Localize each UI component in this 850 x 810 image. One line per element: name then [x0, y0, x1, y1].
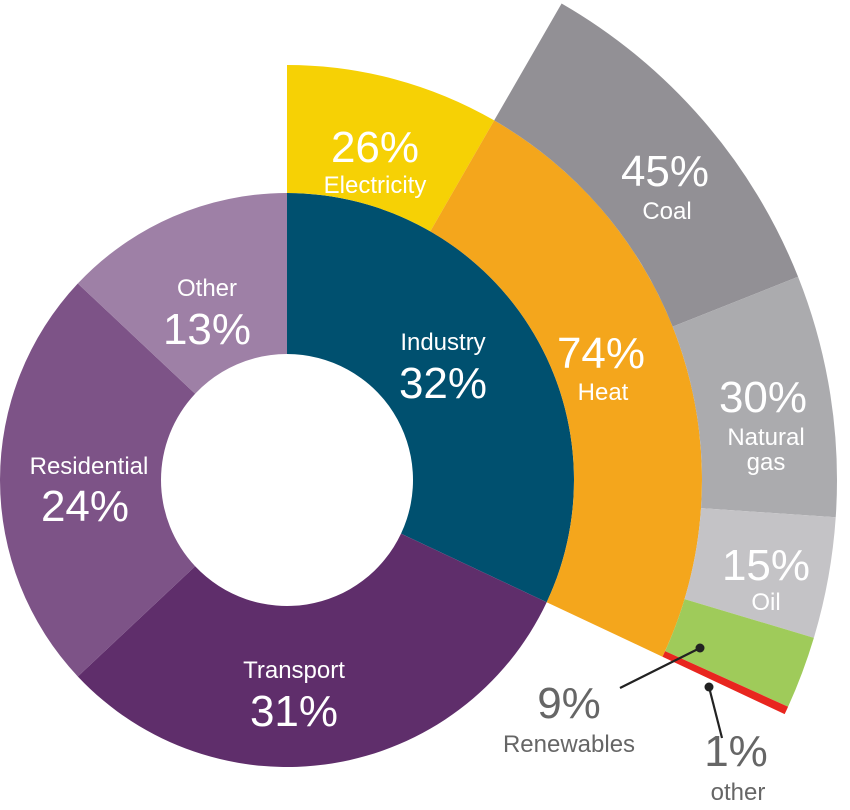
oil-name-label: Oil	[751, 589, 780, 616]
chart-slices	[0, 3, 837, 768]
gas-name-label-line1: Natural	[727, 424, 804, 451]
other-heat-leader-line	[707, 686, 724, 739]
other-heat-leader-dot	[704, 682, 714, 692]
heat-slice	[430, 120, 702, 657]
electricity-value-label: 26%	[331, 123, 419, 172]
renewables-leader-dot	[695, 643, 705, 653]
gas-name-label-line2: gas	[747, 449, 786, 476]
renewables-name-label: Renewables	[503, 731, 635, 758]
gas-value-label: 30%	[719, 373, 807, 422]
residential-name-label: Residential	[30, 453, 149, 480]
transport-name-label: Transport	[243, 657, 345, 684]
other-sector-value-label: 13%	[163, 305, 251, 354]
transport-value-label: 31%	[250, 687, 338, 736]
oil-slice	[684, 508, 836, 638]
other-heat-name-label: other	[711, 779, 766, 806]
chart-labels: Industry 32% Transport 31% Residential 2…	[30, 123, 810, 806]
heat-name-label: Heat	[578, 379, 629, 406]
renewables-slice	[665, 599, 814, 707]
residential-value-label: 24%	[41, 482, 129, 531]
other-sector-name-label: Other	[177, 275, 237, 302]
other-slice	[77, 193, 287, 394]
transport-slice	[77, 533, 547, 768]
industry-name-label: Industry	[400, 329, 485, 356]
heatother-slice	[662, 651, 789, 715]
oil-value-label: 15%	[722, 541, 810, 590]
heat-value-label: 74%	[557, 329, 645, 378]
residential-slice	[0, 283, 196, 677]
leader-lines	[619, 643, 724, 739]
industry-slice	[287, 193, 575, 603]
other-heat-value-label: 1%	[704, 727, 768, 776]
renewables-leader-line	[619, 647, 701, 689]
industry-value-label: 32%	[399, 359, 487, 408]
coal-value-label: 45%	[621, 147, 709, 196]
gas-slice	[672, 276, 837, 518]
electricity-name-label: Electricity	[324, 172, 427, 199]
renewables-value-label: 9%	[537, 679, 601, 728]
coal-slice	[494, 3, 799, 327]
coal-name-label: Coal	[642, 198, 691, 225]
electricity-slice	[287, 65, 495, 232]
